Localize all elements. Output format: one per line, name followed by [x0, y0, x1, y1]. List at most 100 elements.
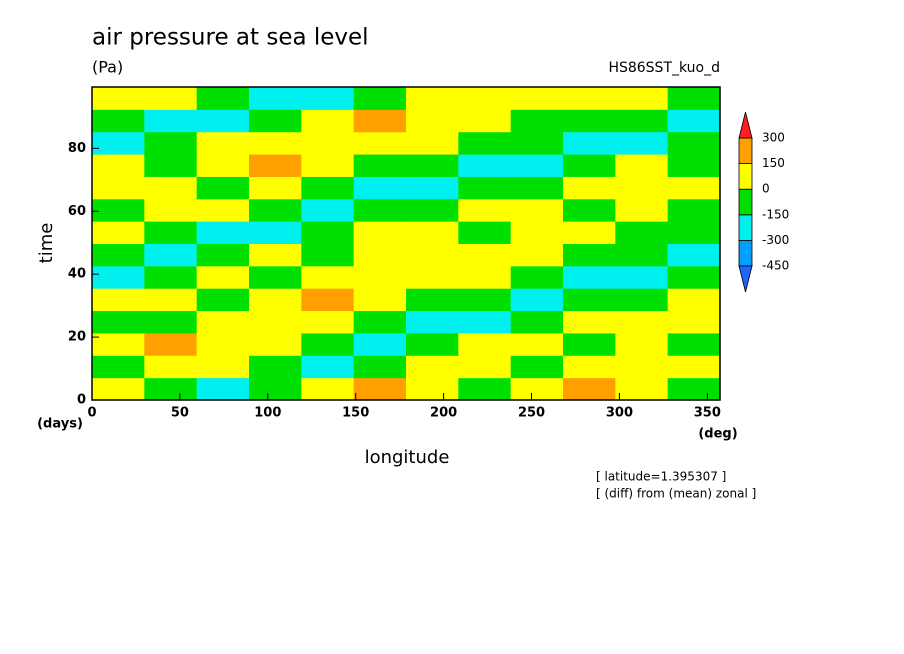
heatmap-cell [615, 265, 669, 289]
heatmap-cell [301, 377, 355, 401]
heatmap-cell [301, 265, 355, 289]
heatmap-cell [510, 131, 564, 155]
heatmap-cell [510, 265, 564, 289]
heatmap-cell [510, 288, 564, 312]
heatmap-cell [406, 221, 459, 244]
heatmap-cell [510, 355, 564, 379]
x-axis-label: longitude [365, 447, 450, 468]
heatmap-cell [406, 265, 459, 289]
colorbar-box [738, 214, 753, 241]
heatmap-cell [667, 154, 721, 177]
heatmap-cell [144, 310, 198, 334]
heatmap-cell [353, 198, 407, 222]
heatmap-cell [563, 332, 616, 356]
heatmap-cell [301, 243, 355, 267]
heatmap-cell [92, 109, 145, 133]
heatmap-cell [92, 355, 145, 379]
heatmap-cell [615, 288, 669, 312]
x-tick-label: 0 [87, 406, 96, 421]
heatmap-cell [249, 377, 302, 401]
heatmap-cell [249, 87, 302, 110]
heatmap-cell [249, 109, 302, 133]
colorbar-label: -150 [762, 207, 789, 221]
heatmap-cell [196, 87, 250, 110]
heatmap-cell [458, 355, 512, 379]
heatmap-cell [196, 131, 250, 155]
heatmap-cell [510, 154, 564, 177]
heatmap-cell [144, 87, 198, 110]
heatmap-cell [92, 87, 145, 110]
heatmap-cell [667, 355, 721, 379]
y-axis-label: time [36, 223, 57, 264]
heatmap-cell [301, 87, 355, 110]
heatmap-cell [196, 176, 250, 200]
heatmap-cell [406, 154, 459, 177]
heatmap-cell [353, 310, 407, 334]
heatmap-cell [353, 221, 407, 244]
heatmap-cell [196, 288, 250, 312]
colorbar-top [738, 111, 753, 139]
colorbar-label: 300 [762, 131, 785, 145]
chart-title: air pressure at sea level [92, 25, 369, 51]
heatmap-cell [406, 288, 459, 312]
heatmap-cell [458, 377, 512, 401]
heatmap-cell [249, 332, 302, 356]
heatmap-cell [615, 243, 669, 267]
heatmap-cell [667, 265, 721, 289]
heatmap-cell [458, 265, 512, 289]
heatmap-cell [249, 154, 302, 177]
colorbar-label: 0 [762, 182, 770, 196]
colorbar-label: 150 [762, 156, 785, 170]
heatmap-cell [196, 198, 250, 222]
heatmap-cell [510, 87, 564, 110]
heatmap-cell [667, 131, 721, 155]
colorbar-label: -450 [762, 259, 789, 273]
heatmap-cell [196, 355, 250, 379]
heatmap-cell [144, 288, 198, 312]
heatmap-cell [249, 288, 302, 312]
heatmap-cell [563, 265, 616, 289]
heatmap-cell [144, 221, 198, 244]
heatmap-cell [249, 243, 302, 267]
heatmap-cell [667, 332, 721, 356]
heatmap-cell [196, 154, 250, 177]
heatmap-cell [249, 131, 302, 155]
heatmap-cell [196, 265, 250, 289]
heatmap-cell [196, 109, 250, 133]
heatmap-cell [563, 198, 616, 222]
heatmap-cell [615, 154, 669, 177]
heatmap-cell [406, 332, 459, 356]
colorbar-box [738, 163, 753, 190]
heatmap-cell [144, 332, 198, 356]
x-tick-label: 250 [518, 406, 545, 421]
heatmap-cell [92, 310, 145, 334]
heatmap-cell [144, 154, 198, 177]
heatmap-cell [301, 332, 355, 356]
heatmap-cell [353, 265, 407, 289]
x-tick-label: 100 [254, 406, 281, 421]
heatmap-cell [353, 131, 407, 155]
heatmap-cell [667, 310, 721, 334]
heatmap-cell [458, 109, 512, 133]
heatmap-cell [510, 109, 564, 133]
heatmap-cell [92, 288, 145, 312]
heatmap-cell [563, 87, 616, 110]
heatmap-cell [353, 355, 407, 379]
heatmap-cell [249, 310, 302, 334]
heatmap-cell [458, 243, 512, 267]
heatmap-cell [196, 377, 250, 401]
heatmap-cell [196, 310, 250, 334]
heatmap-cell [144, 131, 198, 155]
heatmap-cell [301, 288, 355, 312]
heatmap-cell [510, 332, 564, 356]
heatmap-cell [353, 243, 407, 267]
heatmap-cell [458, 87, 512, 110]
heatmap-cell [249, 198, 302, 222]
colorbar-label: -300 [762, 233, 789, 247]
heatmap-cell [249, 176, 302, 200]
units: (Pa) [92, 58, 123, 77]
heatmap-cell [510, 310, 564, 334]
heatmap-cell [458, 310, 512, 334]
heatmap-cell [563, 176, 616, 200]
